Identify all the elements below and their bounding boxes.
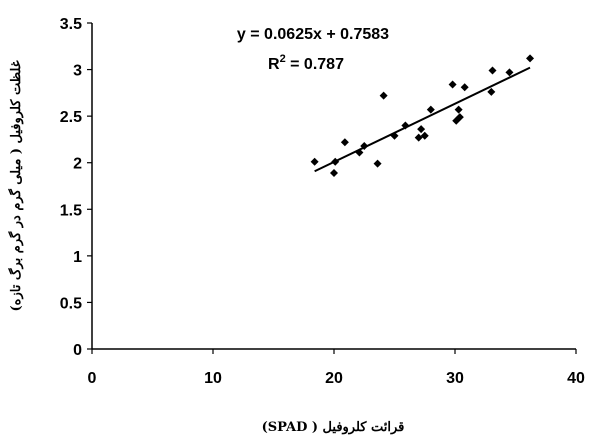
x-axis-title: قرائت کلروفیل ( SPAD) — [262, 420, 405, 435]
data-point — [414, 133, 423, 142]
y-tick-label: 3 — [73, 63, 82, 80]
data-point — [417, 125, 426, 134]
data-point — [310, 157, 319, 166]
y-tick-label: 2.5 — [60, 109, 82, 126]
x-tick-label: 20 — [325, 370, 343, 387]
data-point — [454, 105, 463, 114]
x-tick-label: 0 — [88, 370, 97, 387]
data-point — [460, 83, 469, 92]
r-squared-exponent: 2 — [280, 53, 286, 65]
data-point — [455, 113, 464, 122]
x-tick-label: 10 — [204, 370, 222, 387]
y-tick-label: 3.5 — [60, 16, 82, 33]
r-squared-prefix: R — [268, 56, 280, 73]
x-axis-ticks: 0 10 20 30 40 — [88, 349, 585, 387]
data-point — [488, 66, 497, 75]
regression-equation: y = 0.0625x + 0.7583 — [237, 26, 389, 43]
y-tick-label: 0 — [73, 342, 82, 359]
data-point — [526, 54, 535, 63]
y-axis-ticks: 0 0.5 1 1.5 2 2.5 3 3.5 — [60, 16, 92, 359]
data-point — [487, 87, 496, 96]
data-point — [420, 131, 429, 140]
y-axis-title: غلظت کلروفیل ( میلی گرم در گرم برگ تازه) — [7, 60, 24, 311]
data-point — [373, 159, 382, 168]
y-tick-label: 1 — [73, 249, 82, 266]
data-point — [448, 80, 457, 89]
x-tick-label: 40 — [567, 370, 585, 387]
y-tick-label: 2 — [73, 156, 82, 173]
data-point — [340, 138, 349, 147]
trend-line — [314, 66, 531, 173]
r-squared-label: R2 = 0.787 — [268, 53, 344, 73]
r-squared-value: = 0.787 — [286, 56, 344, 73]
y-tick-label: 1.5 — [60, 202, 82, 219]
y-tick-label: 0.5 — [60, 295, 82, 312]
data-point — [505, 68, 514, 77]
data-points — [310, 54, 535, 177]
data-point — [330, 168, 338, 177]
data-point — [379, 91, 388, 100]
x-tick-label: 30 — [446, 370, 464, 387]
data-point — [426, 105, 435, 114]
